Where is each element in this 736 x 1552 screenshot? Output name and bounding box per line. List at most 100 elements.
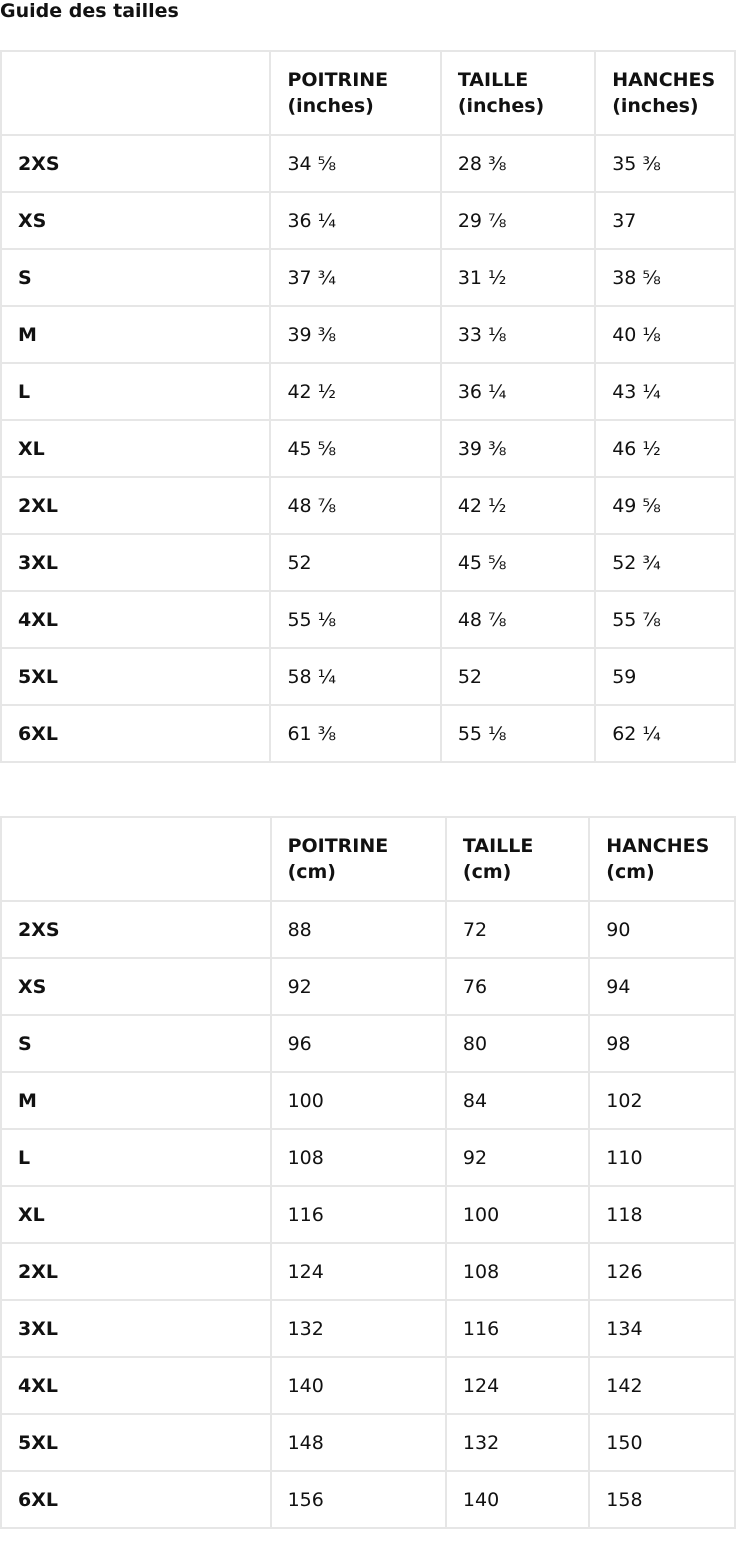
size-label: M	[0, 1071, 272, 1130]
hips-value: 102	[588, 1071, 736, 1130]
hips-value: 150	[588, 1413, 736, 1472]
table-row: XL 116 100 118	[0, 1185, 736, 1244]
chest-value: 55 ⅛	[269, 590, 442, 649]
hips-value: 94	[588, 957, 736, 1016]
header-row: POITRINE (inches) TAILLE (inches) HANCHES …	[0, 50, 736, 136]
size-label: 6XL	[0, 704, 272, 763]
page-title: Guide des tailles	[0, 0, 179, 22]
table-row: 2XS 88 72 90	[0, 900, 736, 959]
waist-value: 80	[444, 1014, 591, 1073]
hips-value: 38 ⅝	[594, 248, 736, 307]
table-row: 2XL 124 108 126	[0, 1242, 736, 1301]
chest-value: 48 ⅞	[269, 476, 442, 535]
size-label: S	[0, 248, 272, 307]
chest-value: 140	[269, 1356, 447, 1415]
waist-value: 39 ⅜	[439, 419, 597, 478]
table-row: M 39 ⅜ 33 ⅛ 40 ⅛	[0, 305, 736, 364]
chest-value: 124	[269, 1242, 447, 1301]
hips-value: 142	[588, 1356, 736, 1415]
size-label: 5XL	[0, 647, 272, 706]
waist-value: 108	[444, 1242, 591, 1301]
table-row: 6XL 156 140 158	[0, 1470, 736, 1529]
hips-value: 158	[588, 1470, 736, 1529]
size-label: L	[0, 1128, 272, 1187]
waist-value: 140	[444, 1470, 591, 1529]
table-row: 4XL 55 ⅛ 48 ⅞ 55 ⅞	[0, 590, 736, 649]
header-empty	[0, 816, 272, 902]
waist-value: 36 ¼	[439, 362, 597, 421]
table-row: 3XL 52 45 ⅝ 52 ¾	[0, 533, 736, 592]
size-label: XL	[0, 419, 272, 478]
size-label: 6XL	[0, 1470, 272, 1529]
hips-value: 35 ⅜	[594, 134, 736, 193]
table-row: 2XS 34 ⅝ 28 ⅜ 35 ⅜	[0, 134, 736, 193]
size-label: XS	[0, 191, 272, 250]
chest-value: 61 ⅜	[269, 704, 442, 763]
waist-value: 124	[444, 1356, 591, 1415]
size-label: M	[0, 305, 272, 364]
hips-value: 37	[594, 191, 736, 250]
hips-value: 134	[588, 1299, 736, 1358]
size-table-inches: POITRINE (inches) TAILLE (inches) HANCHES …	[0, 50, 736, 763]
chest-value: 36 ¼	[269, 191, 442, 250]
hips-value: 46 ½	[594, 419, 736, 478]
hips-value: 52 ¾	[594, 533, 736, 592]
size-label: 4XL	[0, 590, 272, 649]
waist-value: 45 ⅝	[439, 533, 597, 592]
waist-value: 42 ½	[439, 476, 597, 535]
size-label: S	[0, 1014, 272, 1073]
table-row: 5XL 148 132 150	[0, 1413, 736, 1472]
chest-value: 116	[269, 1185, 447, 1244]
size-label: 5XL	[0, 1413, 272, 1472]
hips-value: 126	[588, 1242, 736, 1301]
table-row: M 100 84 102	[0, 1071, 736, 1130]
size-label: 3XL	[0, 533, 272, 592]
table-row: L 42 ½ 36 ¼ 43 ¼	[0, 362, 736, 421]
table-row: XS 92 76 94	[0, 957, 736, 1016]
waist-value: 132	[444, 1413, 591, 1472]
table-row: 5XL 58 ¼ 52 59	[0, 647, 736, 706]
column-header: POITRINE (cm)	[269, 816, 447, 902]
chest-value: 148	[269, 1413, 447, 1472]
size-label: XS	[0, 957, 272, 1016]
table-row: 2XL 48 ⅞ 42 ½ 49 ⅝	[0, 476, 736, 535]
waist-value: 76	[444, 957, 591, 1016]
chest-value: 132	[269, 1299, 447, 1358]
size-label: 4XL	[0, 1356, 272, 1415]
table-row: S 96 80 98	[0, 1014, 736, 1073]
chest-value: 96	[269, 1014, 447, 1073]
header-row: POITRINE (cm) TAILLE (cm) HANCHES (cm)	[0, 816, 736, 902]
table-row: 3XL 132 116 134	[0, 1299, 736, 1358]
size-label: L	[0, 362, 272, 421]
table-row: XL 45 ⅝ 39 ⅜ 46 ½	[0, 419, 736, 478]
size-label: 2XL	[0, 476, 272, 535]
chest-value: 100	[269, 1071, 447, 1130]
table-row: S 37 ¾ 31 ½ 38 ⅝	[0, 248, 736, 307]
table-row: XS 36 ¼ 29 ⅞ 37	[0, 191, 736, 250]
column-header: POITRINE (inches)	[269, 50, 442, 136]
waist-value: 28 ⅜	[439, 134, 597, 193]
hips-value: 55 ⅞	[594, 590, 736, 649]
waist-value: 29 ⅞	[439, 191, 597, 250]
chest-value: 39 ⅜	[269, 305, 442, 364]
chest-value: 42 ½	[269, 362, 442, 421]
chest-value: 34 ⅝	[269, 134, 442, 193]
chest-value: 92	[269, 957, 447, 1016]
hips-value: 118	[588, 1185, 736, 1244]
waist-value: 31 ½	[439, 248, 597, 307]
hips-value: 40 ⅛	[594, 305, 736, 364]
hips-value: 43 ¼	[594, 362, 736, 421]
table-row: 6XL 61 ⅜ 55 ⅛ 62 ¼	[0, 704, 736, 763]
chest-value: 108	[269, 1128, 447, 1187]
waist-value: 55 ⅛	[439, 704, 597, 763]
table-row: L 108 92 110	[0, 1128, 736, 1187]
size-label: XL	[0, 1185, 272, 1244]
hips-value: 59	[594, 647, 736, 706]
chest-value: 52	[269, 533, 442, 592]
column-header: HANCHES (cm)	[588, 816, 736, 902]
size-label: 2XL	[0, 1242, 272, 1301]
waist-value: 48 ⅞	[439, 590, 597, 649]
hips-value: 98	[588, 1014, 736, 1073]
hips-value: 62 ¼	[594, 704, 736, 763]
header-empty	[0, 50, 272, 136]
